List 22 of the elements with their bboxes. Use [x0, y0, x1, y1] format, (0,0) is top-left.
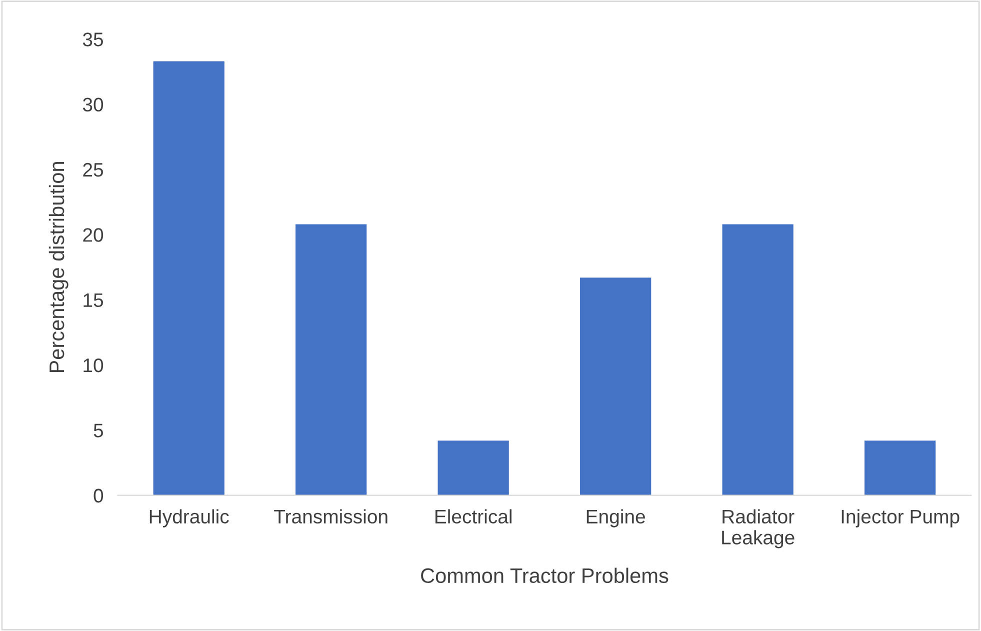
bar [296, 224, 367, 496]
x-tick-label: Electrical [435, 509, 512, 524]
bar [153, 61, 224, 496]
y-tick-label: 25 [83, 162, 104, 177]
y-tick-label: 0 [94, 488, 104, 503]
y-tick-label: 10 [84, 358, 104, 372]
x-axis-title: Common Tractor Problems [421, 568, 668, 584]
bar [864, 440, 936, 496]
y-tick-label: 20 [83, 228, 104, 242]
y-tick-label: 30 [82, 98, 104, 112]
bar [580, 278, 652, 496]
x-tick-label: Transmission [274, 509, 388, 524]
bar [722, 224, 794, 496]
x-tick-label: Injector Pump [842, 509, 960, 528]
bar [438, 440, 509, 496]
y-tick-label: 35 [82, 32, 104, 46]
y-tick-label: 15 [84, 293, 104, 308]
y-tick-label: 5 [94, 424, 104, 438]
y-axis-title: Percentage distribution [48, 162, 68, 372]
x-tick-label: Radiator Leakage [722, 509, 794, 548]
x-tick-label: Engine [586, 509, 645, 528]
x-tick-label: Hydraulic [150, 509, 229, 528]
